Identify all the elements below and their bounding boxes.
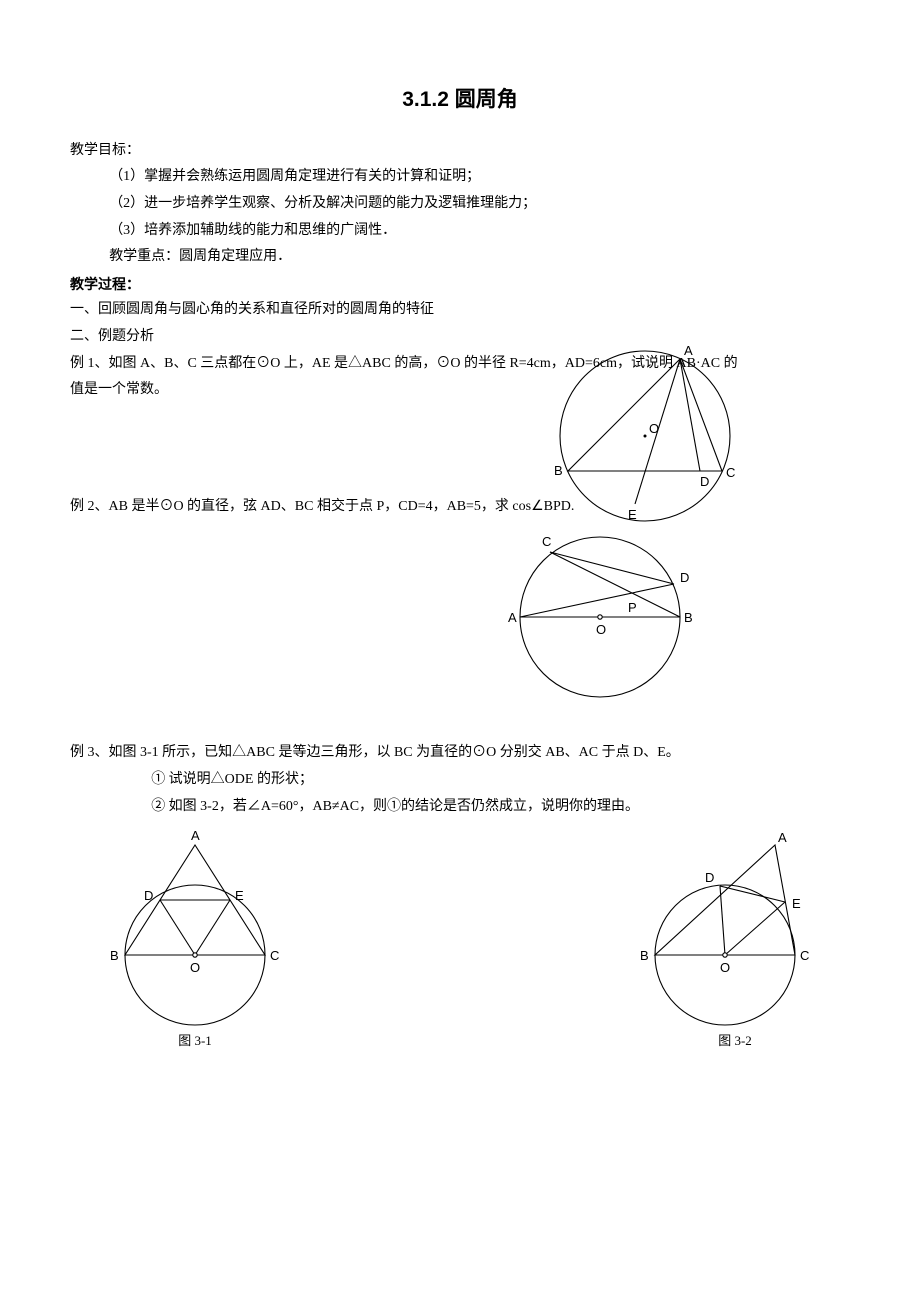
goal-2: （2）进一步培养学生观察、分析及解决问题的能力及逻辑推理能力； bbox=[70, 191, 850, 218]
label-e: E bbox=[792, 896, 801, 911]
label-a: A bbox=[508, 610, 517, 625]
goal-1: （1）掌握并会熟练运用圆周角定理进行有关的计算和证明； bbox=[70, 164, 850, 191]
example-3-line-b: ① 试说明△ODE 的形状； bbox=[70, 767, 850, 794]
label-a: A bbox=[684, 343, 693, 358]
label-d: D bbox=[680, 570, 689, 585]
label-o: O bbox=[596, 622, 606, 637]
label-b: B bbox=[640, 948, 649, 963]
goals-heading: 教学目标： bbox=[70, 138, 850, 165]
label-c: C bbox=[270, 948, 279, 963]
label-a: A bbox=[778, 830, 787, 845]
label-o: O bbox=[649, 421, 659, 436]
label-c: C bbox=[542, 534, 551, 549]
example-2: 例 2、AB 是半⊙O 的直径，弦 AD、BC 相交于点 P，CD=4，AB=5… bbox=[70, 494, 850, 521]
process-heading: 教学过程： bbox=[70, 271, 850, 298]
figure-3-1: A B C D E O bbox=[90, 830, 300, 1025]
focus: 教学重点：圆周角定理应用． bbox=[70, 244, 850, 271]
label-b: B bbox=[684, 610, 693, 625]
page-title: 3.1.2 圆周角 bbox=[70, 80, 850, 120]
caption-3-1: 图 3-1 bbox=[178, 1029, 212, 1054]
example-3-line-c: ② 如图 3-2，若∠A=60°，AB≠AC，则①的结论是否仍然成立，说明你的理… bbox=[70, 794, 850, 821]
caption-3-2: 图 3-2 bbox=[718, 1029, 752, 1054]
label-o: O bbox=[720, 960, 730, 975]
label-c: C bbox=[726, 465, 735, 480]
label-d: D bbox=[144, 888, 153, 903]
figure-example-2: A B C D P O bbox=[470, 522, 730, 702]
label-d: D bbox=[700, 474, 709, 489]
example-3-line-a: 例 3、如图 3-1 所示，已知△ABC 是等边三角形，以 BC 为直径的⊙O … bbox=[70, 740, 850, 767]
goal-3: （3）培养添加辅助线的能力和思维的广阔性． bbox=[70, 218, 850, 245]
label-o: O bbox=[190, 960, 200, 975]
figure-3-2: A B C D E O bbox=[620, 830, 850, 1025]
label-b: B bbox=[110, 948, 119, 963]
section-1: 一、回顾圆周角与圆心角的关系和直径所对的圆周角的特征 bbox=[70, 297, 850, 324]
label-b: B bbox=[554, 463, 563, 478]
label-d: D bbox=[705, 870, 714, 885]
label-p: P bbox=[628, 600, 637, 615]
label-c: C bbox=[800, 948, 809, 963]
label-e: E bbox=[235, 888, 244, 903]
label-a: A bbox=[191, 828, 200, 843]
